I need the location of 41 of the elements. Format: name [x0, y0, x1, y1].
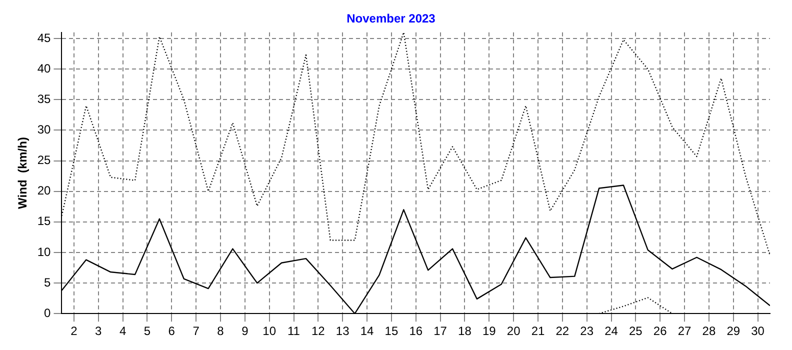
- x-tick-label: 12: [312, 324, 326, 338]
- x-tick-label: 28: [702, 324, 716, 338]
- chart-title: November 2023: [346, 12, 436, 26]
- x-tick-label: 13: [336, 324, 350, 338]
- y-tick-label: 45: [37, 30, 52, 45]
- x-tick-label: 21: [531, 324, 545, 338]
- x-tick-label: 25: [628, 324, 643, 338]
- x-tick-label: 10: [262, 324, 276, 338]
- x-tick-label: 3: [95, 324, 102, 338]
- x-tick-label: 8: [217, 324, 224, 338]
- x-tick-label: 30: [751, 324, 765, 338]
- x-tick-label: 17: [434, 324, 448, 338]
- x-tick-label: 6: [168, 324, 176, 338]
- y-tick-label: 25: [37, 153, 52, 168]
- x-tick-label: 11: [288, 324, 300, 338]
- x-tick-label: 14: [360, 324, 374, 338]
- y-tick-label: 40: [37, 61, 52, 76]
- y-tick-label: 10: [37, 244, 52, 259]
- x-tick-label: 16: [409, 324, 423, 338]
- y-tick-label: 15: [37, 214, 52, 228]
- y-tick-label: 5: [44, 275, 52, 290]
- x-tick-label: 2: [70, 324, 78, 338]
- y-tick-label: 20: [37, 184, 52, 198]
- x-tick-label: 20: [506, 324, 521, 338]
- x-tick-label: 22: [556, 324, 570, 338]
- x-tick-label: 23: [580, 324, 594, 338]
- x-tick-label: 15: [384, 324, 398, 338]
- y-tick-label: 0: [44, 306, 52, 320]
- x-tick-label: 18: [458, 324, 472, 338]
- x-tick-label: 4: [119, 324, 126, 338]
- x-tick-label: 26: [653, 324, 668, 338]
- y-tick-label: 30: [37, 122, 52, 137]
- x-tick-label: 24: [604, 324, 618, 338]
- x-tick-label: 19: [482, 324, 496, 338]
- x-tick-label: 5: [144, 324, 151, 338]
- y-tick-label: 35: [37, 92, 52, 106]
- x-tick-label: 9: [242, 324, 249, 338]
- x-tick-label: 29: [726, 324, 740, 338]
- x-tick-label: 27: [678, 324, 692, 338]
- x-tick-label: 7: [192, 324, 200, 338]
- y-axis-title: Wind (km/h): [16, 137, 30, 209]
